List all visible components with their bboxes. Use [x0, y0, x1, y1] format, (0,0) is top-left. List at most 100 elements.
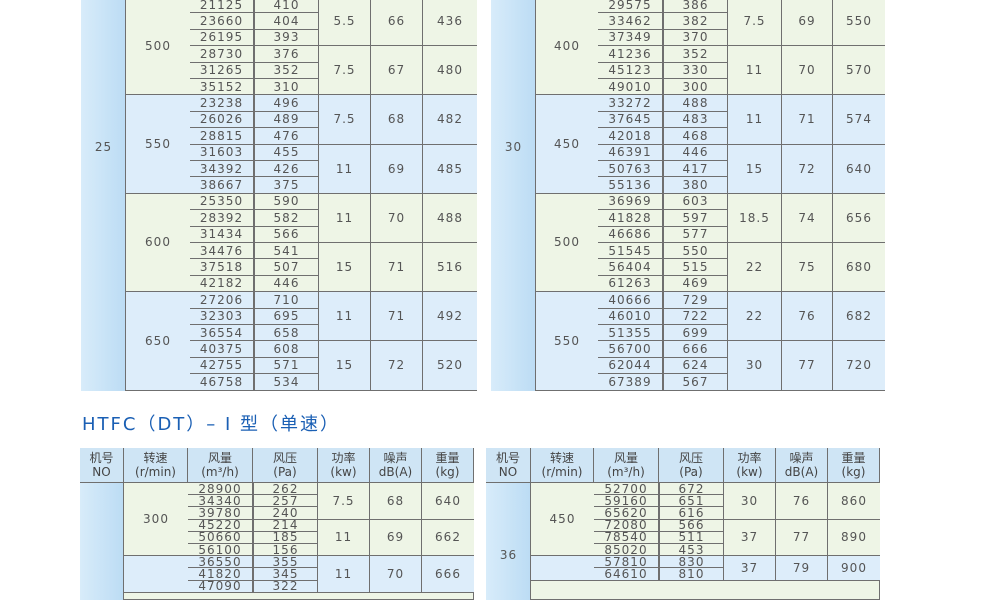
header-text: NO	[92, 465, 111, 479]
section-title: HTFC（DT）– Ⅰ 型（单速）	[82, 414, 341, 435]
noise-cell: 69	[371, 144, 423, 194]
power-cell: 18.5	[728, 193, 782, 243]
airflow-cell: 78540	[594, 530, 659, 544]
airflow-cell: 28815	[190, 128, 254, 145]
pressure-cell: 380	[663, 177, 728, 194]
noise-cell: 79	[776, 556, 828, 581]
pressure-cell: 658	[254, 325, 319, 342]
airflow-cell: 33462	[598, 13, 663, 30]
pressure-cell: 515	[663, 259, 728, 276]
pressure-cell: 355	[253, 555, 318, 569]
pressure-cell: 608	[254, 341, 319, 358]
power-cell: 30	[724, 483, 776, 520]
pressure-cell: 310	[254, 79, 319, 96]
pressure-cell: 666	[663, 341, 728, 358]
noise-cell: 76	[782, 292, 833, 342]
pressure-cell: 455	[254, 144, 319, 161]
pressure-cell: 571	[254, 357, 319, 375]
power-cell: 11	[319, 292, 371, 342]
weight-cell: 656	[833, 193, 885, 243]
airflow-cell: 42018	[598, 128, 663, 145]
airflow-cell: 67389	[598, 374, 663, 391]
header-text: 转速	[143, 451, 168, 465]
header-text: (kg)	[841, 465, 866, 479]
header-text: 风量	[207, 451, 232, 465]
power-cell: 37	[724, 556, 776, 581]
power-cell: 15	[319, 243, 371, 293]
airflow-cell: 31434	[190, 226, 254, 243]
airflow-cell: 37349	[598, 29, 663, 47]
model-number: 25	[94, 140, 113, 154]
header-text: 功率	[737, 451, 762, 465]
power-cell: 11	[318, 519, 370, 557]
weight-cell: 480	[423, 46, 477, 96]
airflow-cell: 55136	[598, 177, 663, 194]
pressure-cell: 582	[254, 210, 319, 227]
model-number: 30	[504, 140, 523, 154]
header-text: 风压	[272, 451, 297, 465]
weight-cell: 900	[828, 556, 880, 581]
airflow-cell: 23660	[190, 13, 254, 30]
pressure-cell: 410	[254, 0, 319, 14]
airflow-cell: 41820	[188, 567, 253, 581]
pressure-cell: 375	[254, 177, 319, 194]
model-number-cell	[80, 483, 124, 600]
weight-cell: 682	[833, 292, 885, 342]
airflow-cell: 35152	[190, 79, 254, 96]
airflow-cell: 41236	[598, 46, 663, 63]
header-text: (r/min)	[541, 465, 583, 479]
pressure-cell: 417	[663, 161, 728, 178]
column-header: 转速 (r/min)	[531, 448, 594, 483]
airflow-cell: 36554	[190, 325, 254, 342]
pressure-cell: 370	[663, 29, 728, 47]
weight-cell: 662	[422, 519, 474, 557]
noise-cell: 68	[371, 95, 423, 145]
airflow-cell: 37518	[190, 259, 254, 276]
airflow-cell: 40375	[190, 341, 254, 358]
header-text: 重量	[841, 451, 866, 465]
airflow-cell: 85020	[594, 543, 659, 557]
weight-cell: 482	[423, 95, 477, 145]
noise-cell: 70	[370, 556, 422, 593]
header-text: 转速	[549, 451, 574, 465]
power-cell: 11	[319, 193, 371, 243]
column-header: 功率 (kw)	[318, 448, 370, 483]
noise-cell: 72	[371, 341, 423, 391]
column-header: 噪声 dB(A)	[370, 448, 422, 483]
header-text: (kw)	[736, 465, 763, 479]
power-cell: 15	[319, 341, 371, 391]
pressure-cell: 567	[663, 374, 728, 391]
airflow-cell: 46010	[598, 308, 663, 325]
noise-cell: 69	[370, 519, 422, 557]
pressure-cell: 453	[659, 543, 724, 557]
airflow-cell: 50660	[188, 530, 253, 544]
header-text: 机号	[89, 451, 114, 465]
weight-cell: 666	[422, 556, 474, 593]
weight-cell: 680	[833, 243, 885, 293]
airflow-cell: 52700	[594, 482, 659, 496]
power-cell: 37	[724, 519, 776, 557]
pressure-cell: 566	[254, 226, 319, 243]
column-header: 风压 (Pa)	[659, 448, 724, 483]
pressure-cell: 566	[659, 518, 724, 532]
header-text: dB(A)	[784, 465, 819, 479]
airflow-cell: 26026	[190, 111, 254, 129]
weight-cell: 640	[833, 144, 885, 194]
airflow-cell: 36550	[188, 555, 253, 569]
power-cell: 30	[728, 341, 782, 391]
pressure-cell: 830	[659, 555, 724, 569]
airflow-cell: 49010	[598, 79, 663, 96]
column-header: 重量 (kg)	[828, 448, 880, 483]
pressure-cell: 590	[254, 193, 319, 211]
noise-cell: 66	[371, 0, 423, 47]
pressure-cell: 352	[663, 46, 728, 63]
pressure-cell: 672	[659, 482, 724, 496]
speed-cell: 550	[126, 95, 190, 194]
header-text: 重量	[435, 451, 460, 465]
speed-cell: 300	[124, 483, 188, 557]
pressure-cell: 382	[663, 13, 728, 30]
pressure-cell: 393	[254, 29, 319, 47]
noise-cell: 70	[371, 193, 423, 243]
airflow-cell: 46758	[190, 374, 254, 391]
pressure-cell: 446	[254, 275, 319, 293]
